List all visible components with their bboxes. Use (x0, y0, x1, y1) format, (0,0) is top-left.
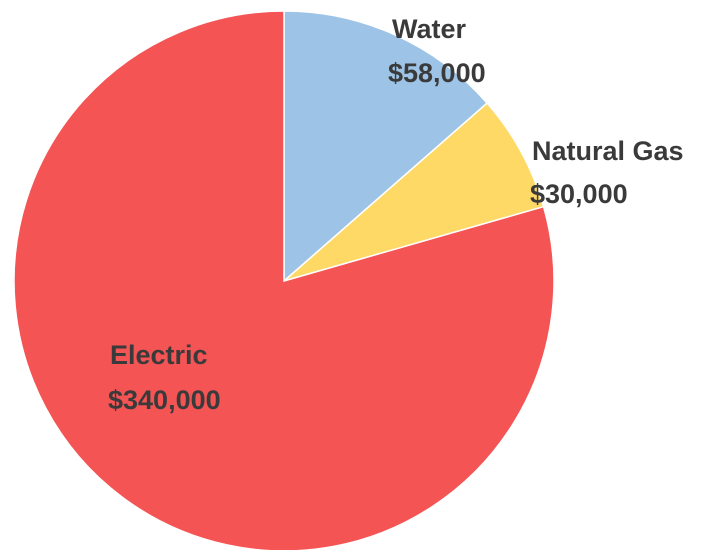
label-natural-gas-value: $30,000 (530, 179, 628, 209)
label-electric-value: $340,000 (108, 385, 221, 415)
pie-slices (13, 10, 555, 550)
pie-slice-natural-gas (283, 102, 545, 282)
label-electric-name: Electric (110, 340, 208, 370)
label-water-value: $58,000 (388, 58, 486, 88)
pie-slice-water (283, 10, 489, 283)
pie-slice-electric (13, 10, 555, 550)
label-natural-gas-name: Natural Gas (532, 136, 684, 166)
label-water-name: Water (392, 14, 467, 44)
